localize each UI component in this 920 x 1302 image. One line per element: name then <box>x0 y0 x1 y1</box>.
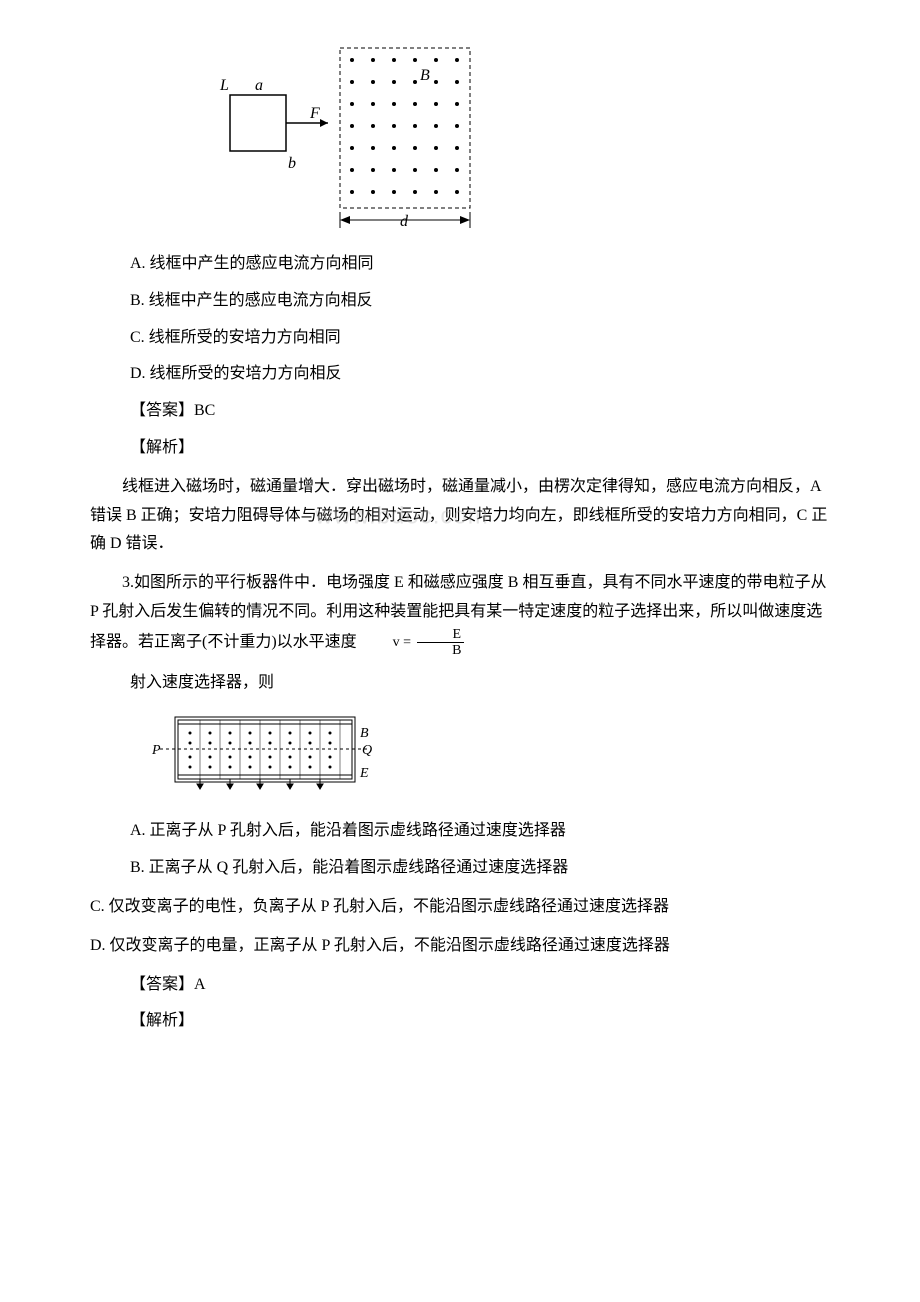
q2-analysis-label: 【解析】 <box>130 434 830 463</box>
svg-text:L: L <box>219 77 229 94</box>
svg-text:P: P <box>151 743 161 758</box>
q3-analysis-label: 【解析】 <box>130 1007 830 1036</box>
q2-choice-b: B. 线框中产生的感应电流方向相反 <box>130 287 830 316</box>
svg-text:B: B <box>420 67 430 84</box>
q3-choice-a: A. 正离子从 P 孔射入后，能沿着图示虚线路径通过速度选择器 <box>130 817 830 846</box>
q3-formula: EB <box>417 627 464 659</box>
q3-formula-bot: B <box>417 643 464 658</box>
q3-choice-c: C. 仅改变离子的电性，负离子从 P 孔射入后，不能沿图示虚线路径通过速度选择器 <box>90 893 830 922</box>
q2-choice-c: C. 线框所受的安培力方向相同 <box>130 324 830 353</box>
svg-text:Q: Q <box>362 743 372 758</box>
svg-text:B: B <box>360 726 369 741</box>
q3-choice-b: B. 正离子从 Q 孔射入后，能沿着图示虚线路径通过速度选择器 <box>130 854 830 883</box>
q3-formula-top: E <box>417 627 464 643</box>
q3-text-part2: 射入速度选择器，则 <box>130 669 830 698</box>
q3-text: 3.如图所示的平行板器件中．电场强度 E 和磁感应强度 B 相互垂直，具有不同水… <box>90 569 830 658</box>
svg-text:a: a <box>255 77 263 94</box>
svg-text:d: d <box>400 213 409 230</box>
q3-answer: 【答案】A <box>130 971 830 1000</box>
svg-text:F: F <box>309 105 320 122</box>
svg-text:E: E <box>359 766 369 781</box>
q3-diagram: P Q B E <box>150 707 830 797</box>
q2-answer: 【答案】BC <box>130 397 830 426</box>
q2-choice-a: A. 线框中产生的感应电流方向相同 <box>130 250 830 279</box>
q2-diagram: L a b F B d <box>210 40 830 230</box>
q2-analysis-text: 线框进入磁场时，磁通量增大．穿出磁场时，磁通量减小，由楞次定律得知，感应电流方向… <box>90 473 830 559</box>
svg-text:b: b <box>288 155 296 172</box>
q3-formula-prefix: v = <box>361 630 411 655</box>
q2-choice-d: D. 线框所受的安培力方向相反 <box>130 360 830 389</box>
q3-choice-d: D. 仅改变离子的电量，正离子从 P 孔射入后，不能沿图示虚线路径通过速度选择器 <box>90 932 830 961</box>
